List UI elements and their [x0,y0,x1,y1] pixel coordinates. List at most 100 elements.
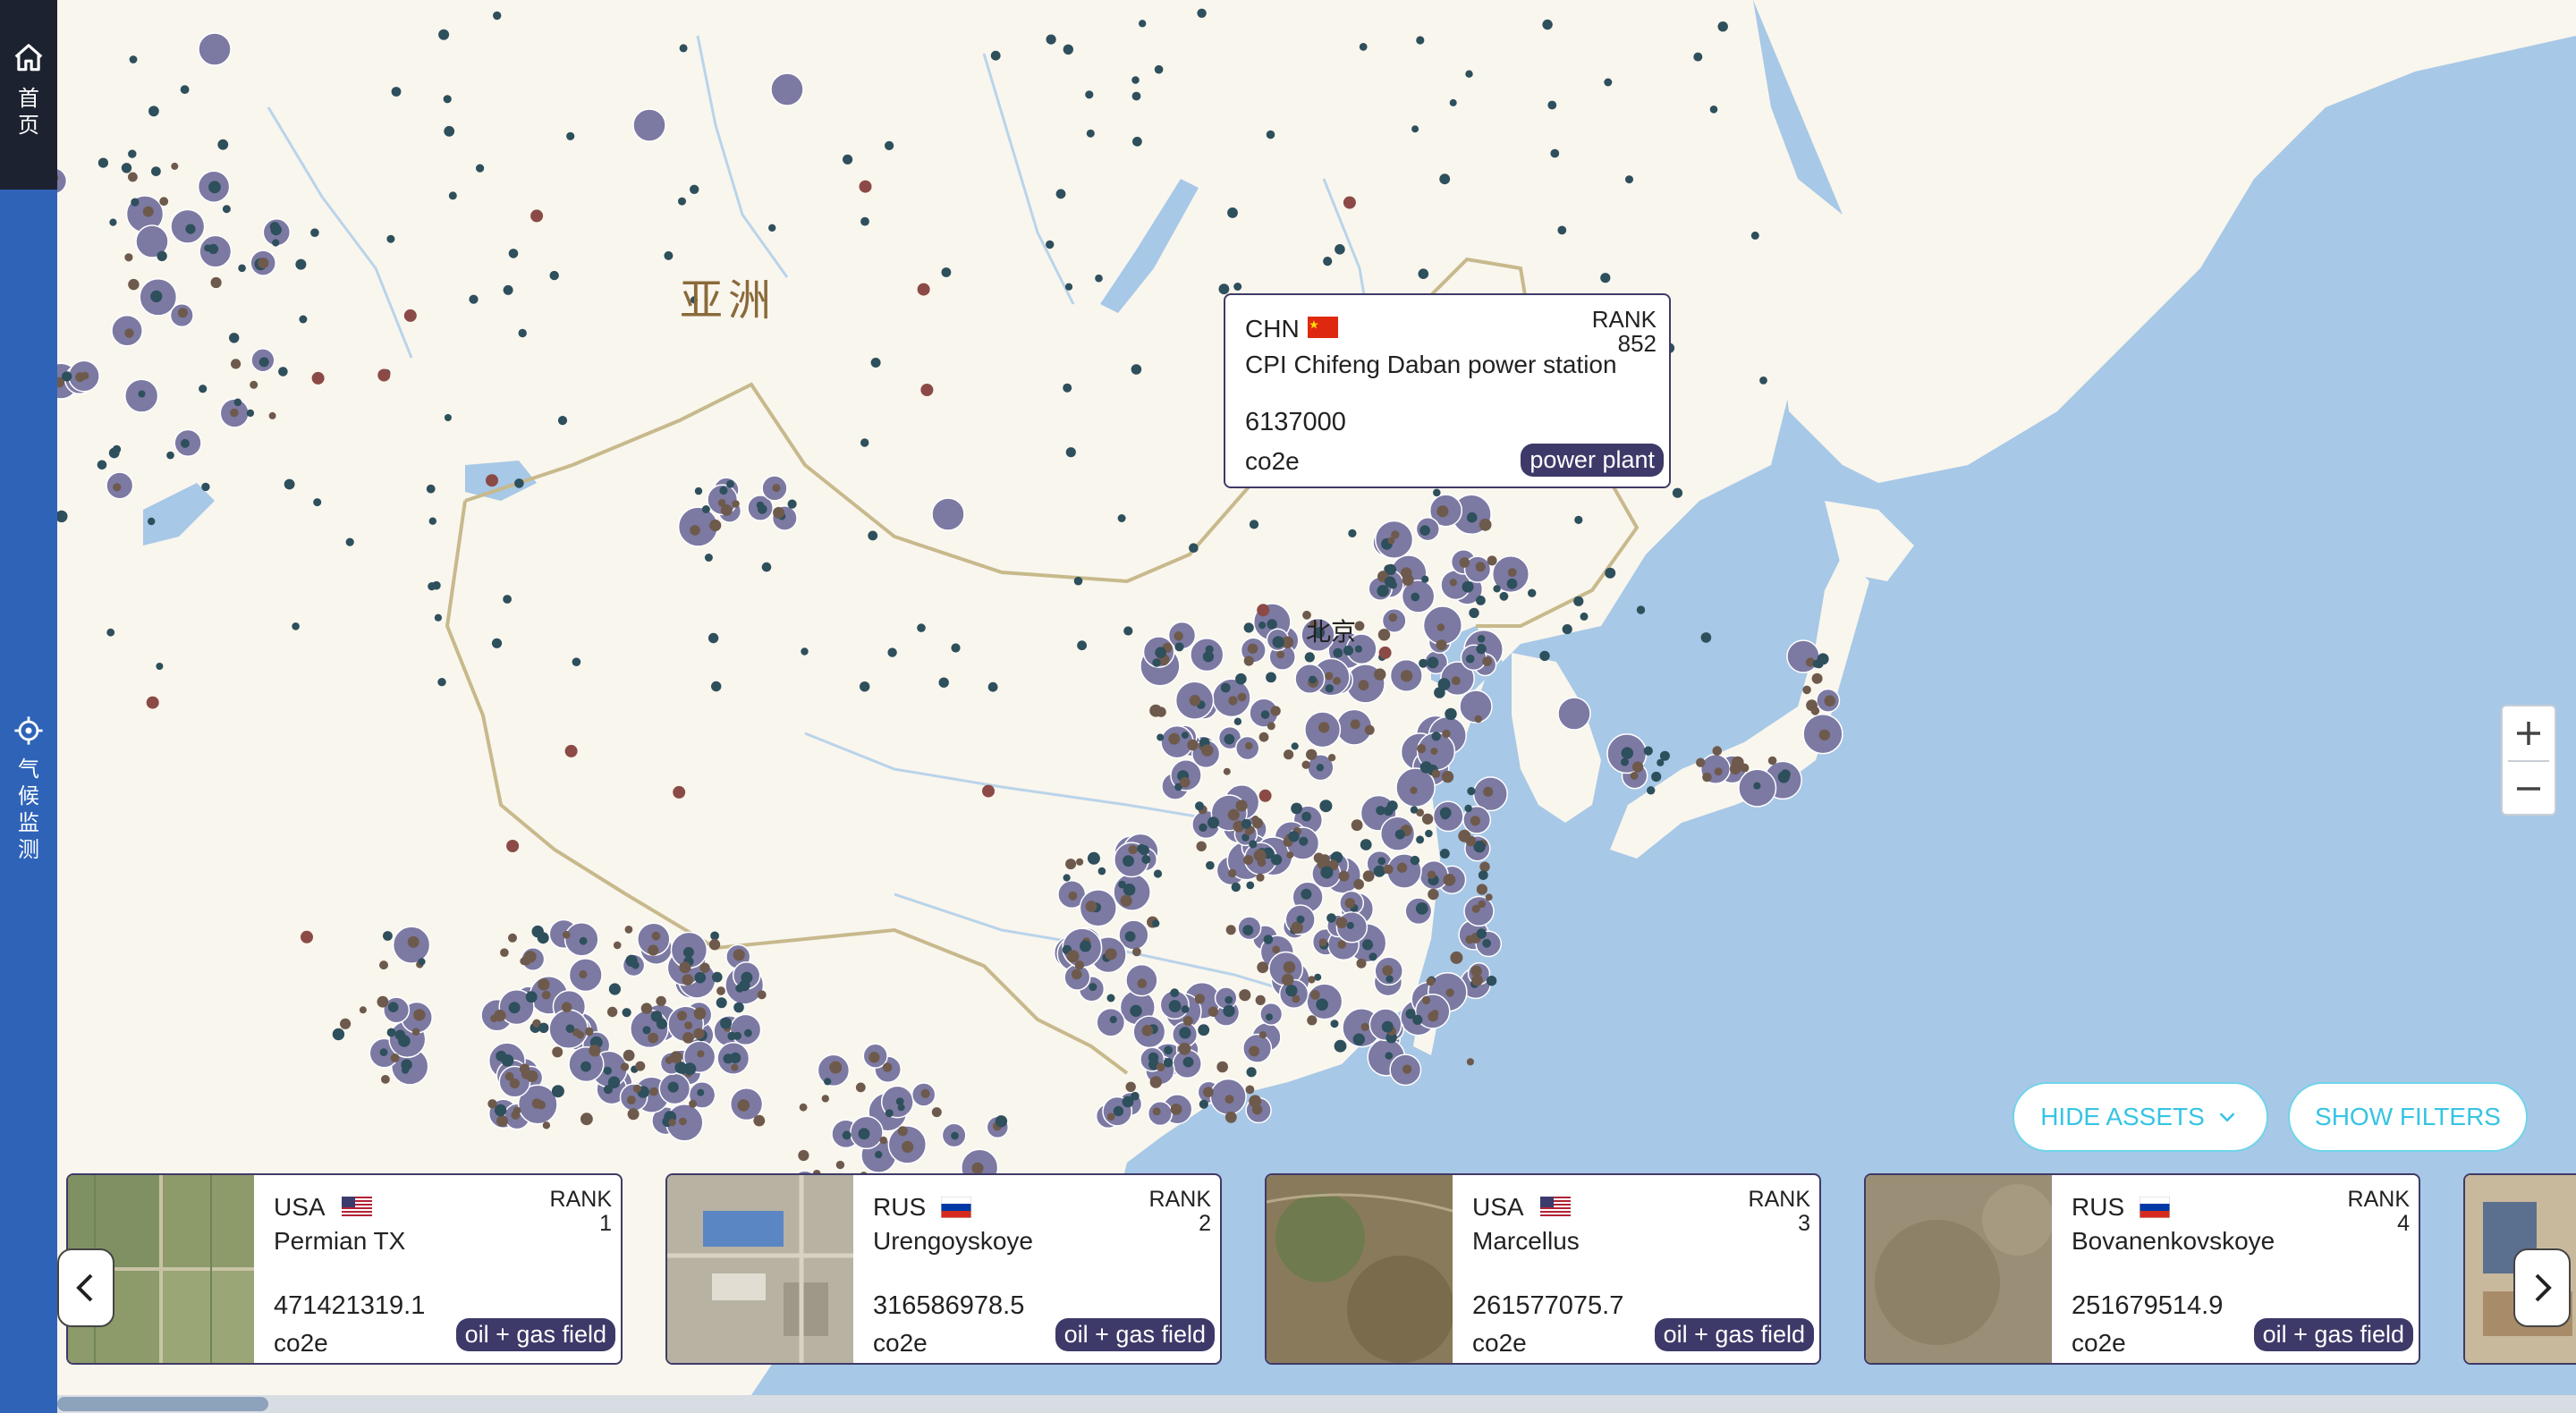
asset-marker[interactable] [1388,613,1398,622]
asset-marker[interactable] [1065,447,1076,458]
asset-marker[interactable] [359,1006,367,1014]
asset-marker[interactable] [1477,634,1486,643]
asset-marker[interactable] [1087,851,1100,865]
asset-marker[interactable] [697,1088,705,1096]
asset-marker[interactable] [835,1160,845,1170]
asset-marker[interactable] [1377,585,1389,597]
asset-marker[interactable] [142,206,154,217]
asset-marker[interactable] [444,414,452,421]
asset-marker[interactable] [1046,240,1055,250]
asset-marker[interactable] [1356,958,1367,969]
asset-marker[interactable] [580,1061,591,1072]
asset-marker-highlight[interactable] [1257,604,1270,617]
asset-marker[interactable] [379,1048,388,1056]
asset-marker[interactable] [1258,1031,1267,1039]
asset-marker[interactable] [938,677,949,688]
asset-marker[interactable] [504,1071,514,1081]
asset-marker[interactable] [1309,620,1318,629]
asset-marker[interactable] [1374,668,1386,681]
asset-marker[interactable] [1244,827,1253,836]
asset-marker[interactable] [1291,802,1302,815]
asset-marker[interactable] [566,131,575,140]
asset-marker[interactable] [1396,862,1408,873]
asset-marker[interactable] [1257,961,1269,974]
asset-marker[interactable] [156,663,164,670]
asset-marker[interactable] [1343,645,1354,656]
asset-marker[interactable] [332,1028,345,1041]
asset-marker[interactable] [1368,952,1377,961]
asset-marker[interactable] [1208,1006,1219,1017]
asset-marker[interactable] [258,258,269,269]
asset-marker[interactable] [1402,1064,1412,1074]
asset-marker[interactable] [513,1106,521,1115]
asset-marker[interactable] [860,216,869,226]
asset-marker[interactable] [1174,783,1182,791]
asset-marker[interactable] [1089,983,1097,992]
asset-marker[interactable] [677,1011,687,1021]
asset-marker[interactable] [469,294,479,304]
asset-marker[interactable] [1063,874,1071,882]
asset-marker[interactable] [443,95,452,104]
asset-marker[interactable] [1364,724,1375,735]
asset-marker[interactable] [1130,1004,1142,1018]
asset-marker[interactable] [1249,1045,1260,1057]
asset-marker[interactable] [1337,940,1346,949]
asset-marker[interactable] [885,1109,894,1118]
asset-marker[interactable] [552,1046,564,1058]
asset-marker[interactable] [97,157,108,168]
asset-marker[interactable] [1389,580,1397,589]
asset-marker[interactable] [1385,1052,1394,1060]
asset-marker[interactable] [124,328,134,338]
carousel-prev-button[interactable] [57,1248,114,1327]
asset-marker[interactable] [124,253,133,262]
asset-marker[interactable] [1479,518,1492,531]
asset-marker[interactable] [1696,757,1706,767]
asset-marker[interactable] [868,530,878,541]
asset-marker[interactable] [1141,855,1151,864]
asset-marker[interactable] [1630,772,1639,780]
asset-marker[interactable] [1647,786,1656,795]
asset-marker[interactable] [1125,1081,1136,1093]
asset-marker[interactable] [640,1003,653,1014]
asset-marker-highlight[interactable] [920,384,934,396]
asset-marker[interactable] [1283,960,1296,974]
asset-marker[interactable] [694,971,707,984]
asset-marker[interactable] [951,643,961,653]
asset-marker[interactable] [1307,1015,1318,1026]
asset-marker[interactable] [108,447,120,459]
asset-marker[interactable] [727,1031,736,1041]
asset-marker[interactable] [1231,882,1241,893]
asset-marker[interactable] [1449,579,1457,587]
asset-marker[interactable] [1224,733,1235,745]
asset-marker[interactable] [1425,829,1433,838]
asset-marker-highlight[interactable] [917,283,930,296]
asset-marker[interactable] [1330,1020,1339,1028]
asset-marker[interactable] [1224,1095,1234,1104]
asset-marker[interactable] [1164,1045,1173,1055]
asset-marker[interactable] [402,1066,410,1074]
asset-marker[interactable] [1272,945,1280,954]
asset-marker[interactable] [1308,976,1316,984]
asset-marker[interactable] [1237,692,1247,702]
asset-marker[interactable] [1351,819,1363,832]
asset-marker[interactable] [1443,874,1456,886]
asset-bubble[interactable] [770,72,804,106]
asset-marker[interactable] [1080,940,1091,952]
asset-marker[interactable] [635,1061,646,1071]
asset-marker[interactable] [1383,806,1394,816]
asset-marker[interactable] [1528,588,1537,597]
asset-marker[interactable] [1805,657,1816,667]
asset-marker[interactable] [1306,749,1318,760]
asset-marker[interactable] [679,44,688,53]
asset-marker[interactable] [1376,806,1385,816]
asset-marker[interactable] [712,971,723,983]
asset-marker[interactable] [1700,632,1712,643]
asset-marker[interactable] [580,1113,593,1126]
asset-marker[interactable] [180,438,190,448]
asset-marker[interactable] [690,296,699,304]
asset-marker[interactable] [1717,21,1728,32]
asset-marker[interactable] [870,358,881,368]
asset-marker[interactable] [1385,975,1394,983]
asset-marker[interactable] [310,228,319,237]
asset-marker[interactable] [1073,576,1083,586]
